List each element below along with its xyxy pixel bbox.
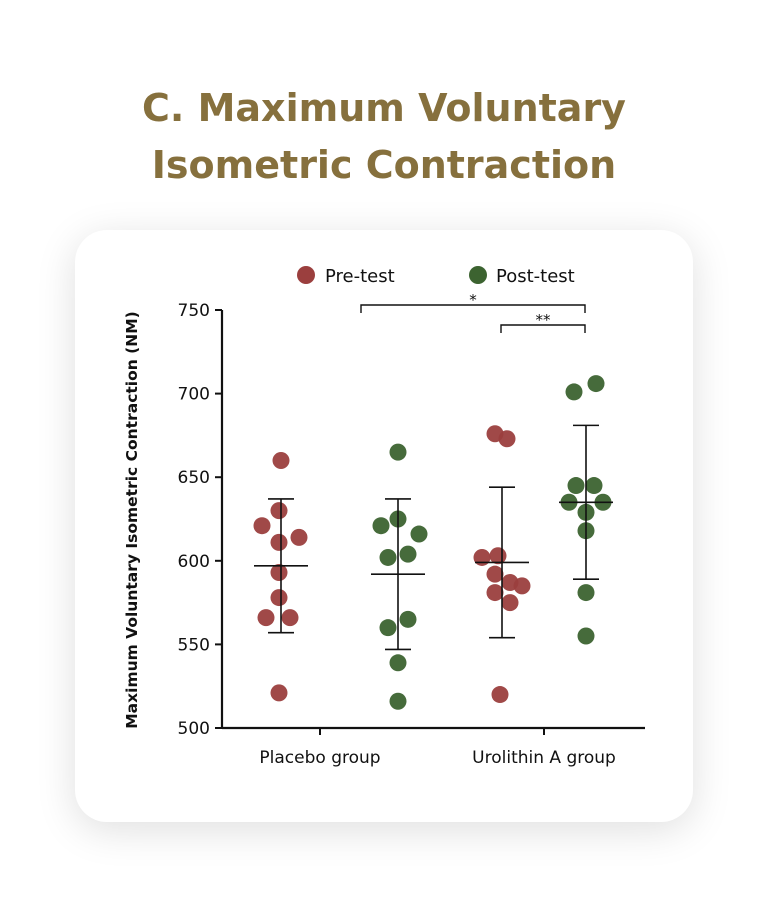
data-point [498,430,516,448]
data-point [270,533,288,551]
data-point [270,564,288,582]
legend-label-post: Post-test [496,266,575,287]
y-tick-label: 500 [178,719,210,739]
y-tick-label: 650 [178,468,210,488]
data-point [272,451,290,469]
legend: Pre-test Post-test [297,266,575,287]
data-point [410,525,428,543]
data-point [473,548,491,566]
data-point [253,517,271,535]
y-tick-label: 750 [178,301,210,321]
data-point [270,684,288,702]
data-point [399,610,417,628]
data-point [513,577,531,595]
chart-title: C. Maximum Voluntary Isometric Contracti… [0,80,768,194]
annotation-star-1: * [469,291,477,309]
data-point [281,609,299,627]
data-point [389,654,407,672]
data-point [372,517,390,535]
significance-bracket-1 [360,304,586,313]
data-point [379,548,397,566]
data-point [257,609,275,627]
data-point [585,477,603,495]
data-point [501,594,519,612]
annotation-star-2: ** [536,311,552,329]
data-point [270,589,288,607]
data-point [491,686,509,704]
y-tick-label: 700 [178,385,210,405]
data-point [399,545,417,563]
data-point [486,584,504,602]
legend-marker-pre [297,266,315,284]
x-tick-label-urolithin: Urolithin A group [472,748,616,768]
data-point [577,627,595,645]
data-point [486,565,504,583]
data-point [290,528,308,546]
significance-bracket-2 [500,324,586,333]
data-point [565,383,583,401]
y-tick-label: 550 [178,635,210,655]
data-point [577,584,595,602]
data-point [379,619,397,637]
title-line-2: Isometric Contraction [151,143,617,187]
data-point [270,502,288,520]
data-point [567,477,585,495]
title-line-1: C. Maximum Voluntary [142,86,626,130]
x-tick-label-placebo: Placebo group [259,748,380,768]
legend-label-pre: Pre-test [325,266,395,287]
data-point [587,375,605,393]
data-point [389,443,407,461]
legend-marker-post [469,266,487,284]
y-axis-label: Maximum Voluntary Isometric Contraction … [123,311,141,729]
data-point [389,692,407,710]
y-tick-label: 600 [178,552,210,572]
